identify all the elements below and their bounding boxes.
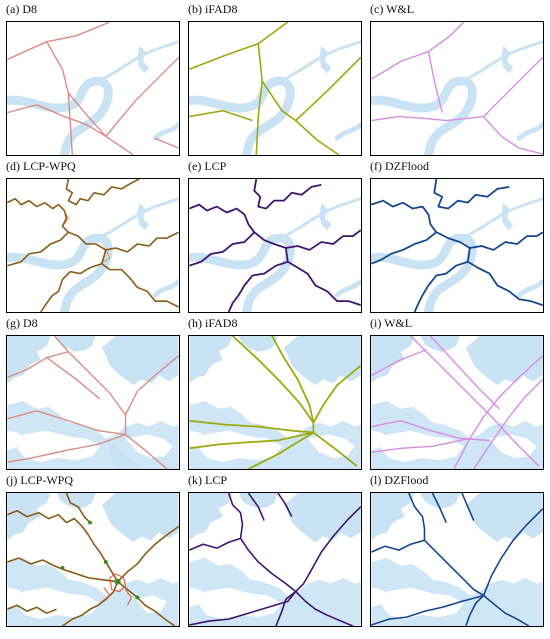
flow-paths xyxy=(371,179,543,312)
panel-label: (k) LCP xyxy=(188,473,227,487)
map-river xyxy=(189,179,361,312)
panel-label: (b) iFAD8 xyxy=(188,2,238,16)
map-frame xyxy=(6,335,180,470)
water-bodies xyxy=(189,40,361,155)
panel-label: (f) DZFlood xyxy=(370,159,429,173)
panel-label: (d) LCP-WPQ xyxy=(6,159,76,173)
map-river xyxy=(7,22,179,155)
flow-paths xyxy=(7,179,179,312)
map-frame xyxy=(370,492,544,627)
lake-shape xyxy=(319,202,332,231)
panel-label: (h) iFAD8 xyxy=(188,316,238,330)
panel-label: (e) LCP xyxy=(188,159,227,173)
map-frame xyxy=(370,178,544,313)
map-frame xyxy=(188,178,362,313)
panel-label: (l) DZFlood xyxy=(370,473,429,487)
map-network xyxy=(189,493,361,626)
flow-paths xyxy=(189,336,361,469)
map-frame xyxy=(6,21,180,156)
map-river xyxy=(371,22,543,155)
panel-label: (g) D8 xyxy=(6,316,38,330)
panel-label: (a) D8 xyxy=(6,2,37,16)
map-river xyxy=(7,179,179,312)
flow-paths xyxy=(189,493,361,626)
flow-paths xyxy=(7,493,179,626)
panel-label: (j) LCP-WPQ xyxy=(6,473,73,487)
map-frame xyxy=(188,335,362,470)
water-bodies xyxy=(371,197,543,312)
lake-shape xyxy=(137,45,150,74)
flow-paths xyxy=(371,336,543,469)
map-network xyxy=(371,493,543,626)
flow-paths-detail xyxy=(64,210,111,263)
flow-paths xyxy=(189,22,361,155)
flow-nodes xyxy=(60,520,140,600)
lake-shape xyxy=(137,202,150,231)
map-network xyxy=(7,493,179,626)
map-frame xyxy=(6,492,180,627)
flow-paths xyxy=(7,336,179,469)
land-gaps xyxy=(199,587,282,620)
flow-paths xyxy=(7,22,179,155)
water-bodies xyxy=(7,197,179,312)
flow-paths xyxy=(189,179,361,312)
lake-shape xyxy=(501,202,514,231)
map-frame xyxy=(188,492,362,627)
water-bodies xyxy=(371,40,543,155)
water-bodies xyxy=(189,197,361,312)
map-frame xyxy=(6,178,180,313)
panel-label: (i) W&L xyxy=(370,316,413,330)
water-bodies xyxy=(7,40,179,155)
map-network xyxy=(7,336,179,469)
map-frame xyxy=(370,21,544,156)
map-frame xyxy=(188,21,362,156)
map-river xyxy=(371,179,543,312)
flow-paths-detail xyxy=(101,573,132,606)
flow-paths xyxy=(371,22,543,155)
lake-shape xyxy=(501,45,514,74)
map-network xyxy=(189,336,361,469)
panel-label: (c) W&L xyxy=(370,2,415,16)
map-network xyxy=(371,336,543,469)
land-gaps xyxy=(17,587,167,620)
lake-shape xyxy=(319,45,332,74)
map-frame xyxy=(370,335,544,470)
land-gaps xyxy=(381,587,464,620)
flow-paths xyxy=(371,493,543,626)
map-river xyxy=(189,22,361,155)
